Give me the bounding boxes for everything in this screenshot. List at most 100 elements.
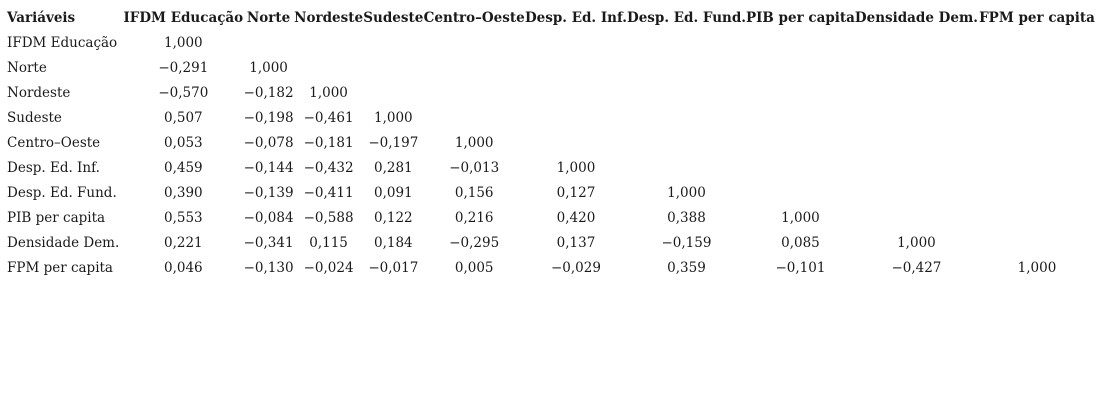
correlation-cell [525,55,627,80]
correlation-cell: 0,115 [309,234,348,251]
row-label: Desp. Ed. Fund. [7,184,117,201]
correlation-cell: −0,197 [368,134,419,151]
correlation-cell: 0,046 [163,259,203,276]
correlation-cell: 0,359 [667,259,706,276]
correlation-cell [243,30,294,55]
column-header: PIB per capita [745,9,855,26]
correlation-cell: 0,053 [163,134,203,151]
correlation-cell [746,105,855,130]
column-header: Nordeste [294,9,364,26]
correlation-cell [978,205,1096,230]
column-header: FPM per capita [979,9,1095,26]
table-row: IFDM Educação 1,000 [0,30,1096,55]
column-header: Norte [246,9,291,26]
correlation-cell: 0,459 [163,159,203,176]
correlation-cell [525,30,627,55]
correlation-cell: 0,420 [556,209,596,226]
column-header: Desp. Ed. Fund. [626,9,746,26]
correlation-cell [978,105,1096,130]
correlation-cell: −0,078 [243,134,294,151]
correlation-cell: 1,000 [781,209,820,226]
table-row: Desp. Ed. Fund. 0,390 −0,139 −0,411 0,091 0,1… [0,180,1096,205]
row-label: PIB per capita [7,209,106,226]
correlation-cell: 0,122 [373,209,413,226]
correlation-cell [627,30,746,55]
correlation-cell: 1,000 [556,159,596,176]
correlation-cell [294,55,363,80]
row-label: Desp. Ed. Inf. [7,159,100,176]
correlation-cell: −0,588 [303,209,354,226]
correlation-cell: 0,281 [373,159,413,176]
correlation-cell [855,205,978,230]
table-row: Sudeste 0,507 −0,198 −0,461 1,000 [0,105,1096,130]
correlation-cell: 0,156 [454,184,494,201]
correlation-cell [855,180,978,205]
row-label: Densidade Dem. [7,234,120,251]
correlation-cell [746,30,855,55]
correlation-cell [978,230,1096,255]
correlation-cell [525,130,627,155]
correlation-cell: −0,029 [550,259,601,276]
correlation-cell [746,55,855,80]
correlation-cell [855,130,978,155]
correlation-cell: 1,000 [897,234,936,251]
correlation-cell [363,55,423,80]
correlation-cell [855,80,978,105]
correlation-cell: 0,507 [163,109,203,126]
correlation-cell: −0,017 [368,259,419,276]
correlation-cell: 0,216 [454,209,494,226]
correlation-cell: −0,181 [303,134,354,151]
correlation-cell [525,105,627,130]
row-label: FPM per capita [7,259,113,276]
correlation-cell: 1,000 [1017,259,1057,276]
column-header-variables: Variáveis [7,9,76,26]
correlation-cell: −0,024 [303,259,354,276]
correlation-cell [978,55,1096,80]
correlation-cell: 0,390 [163,184,203,201]
table-row: Norte −0,291 1,000 [0,55,1096,80]
correlation-cell: −0,182 [243,84,294,101]
correlation-cell: −0,461 [303,109,354,126]
correlation-cell: 0,184 [373,234,413,251]
correlation-cell: −0,159 [661,234,712,251]
correlation-cell: −0,013 [449,159,500,176]
correlation-cell [627,130,746,155]
correlation-cell [627,80,746,105]
correlation-cell: −0,341 [243,234,294,251]
correlation-cell [294,30,363,55]
correlation-table: Variáveis IFDM Educação Norte Nordeste Sudes… [0,5,1096,280]
correlation-cell: 1,000 [454,134,494,151]
row-label: Nordeste [7,84,71,101]
correlation-cell [978,180,1096,205]
correlation-cell [978,155,1096,180]
correlation-cell: 0,221 [163,234,203,251]
correlation-cell [746,155,855,180]
correlation-cell [746,80,855,105]
correlation-cell [978,130,1096,155]
correlation-cell [423,105,525,130]
correlation-cell [746,180,855,205]
row-label: Sudeste [7,109,62,126]
column-header: Densidade Dem. [854,9,978,26]
correlation-cell [855,30,978,55]
table-body: IFDM Educação 1,000 Norte −0,291 1,000 Nordes… [0,30,1096,280]
correlation-cell [423,30,525,55]
correlation-cell: −0,139 [243,184,294,201]
table-row: Desp. Ed. Inf. 0,459 −0,144 −0,432 0,281 −0,0… [0,155,1096,180]
correlation-cell [423,80,525,105]
correlation-cell: 1,000 [309,84,348,101]
table-header: Variáveis IFDM Educação Norte Nordeste Sudes… [0,5,1096,30]
correlation-cell [363,30,423,55]
correlation-cell: 0,091 [373,184,413,201]
correlation-cell: −0,295 [449,234,500,251]
table-row: PIB per capita 0,553 −0,084 −0,588 0,122 0,21… [0,205,1096,230]
correlation-cell [855,55,978,80]
correlation-cell: −0,570 [158,84,209,101]
column-header: Desp. Ed. Inf. [524,9,627,26]
correlation-cell: 1,000 [163,34,203,51]
correlation-cell: 0,137 [556,234,596,251]
correlation-cell [978,30,1096,55]
row-label: IFDM Educação [7,34,118,51]
column-header: Centro–Oeste [423,9,525,26]
column-header: IFDM Educação [123,9,244,26]
